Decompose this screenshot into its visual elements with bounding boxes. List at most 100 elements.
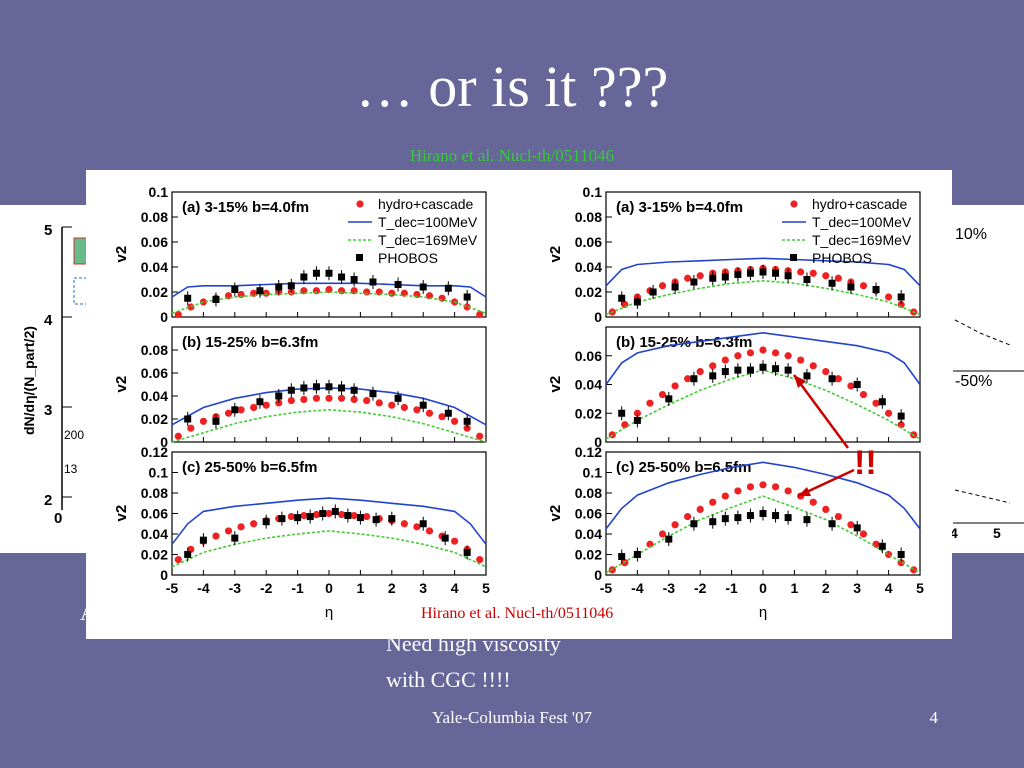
legend-label: T_dec=100MeV xyxy=(378,214,478,230)
data-point-hydro-cascade xyxy=(809,269,817,277)
data-point-hydro-cascade xyxy=(658,530,667,538)
bg-xtick: 0 xyxy=(54,510,62,527)
data-point-phobos xyxy=(633,551,641,558)
x-tick-label: 5 xyxy=(482,580,490,596)
y-tick-label: 0.04 xyxy=(575,259,602,275)
left-fragment-text: A xyxy=(80,600,96,625)
data-point-phobos xyxy=(803,516,811,524)
data-point-phobos xyxy=(897,293,905,301)
legend-marker-phobos xyxy=(356,254,363,261)
data-point-hydro-cascade xyxy=(262,401,270,409)
legend-marker-hydro xyxy=(790,200,798,208)
legend-label: T_dec=169MeV xyxy=(812,232,912,248)
series-line-tdec169 xyxy=(171,530,487,568)
y-tick-label: 0.08 xyxy=(141,485,168,501)
data-point-phobos xyxy=(803,372,811,380)
data-point-hydro-cascade xyxy=(784,352,792,360)
v2-figure: 0 0.02 0.04 0.06 0.08 0.1 v2 (a) 3-15% b=4.0fm h… xyxy=(113,184,924,621)
data-point-phobos xyxy=(212,417,220,425)
data-point-phobos xyxy=(772,512,780,520)
data-point-hydro-cascade xyxy=(834,274,842,282)
data-point-phobos xyxy=(784,272,792,280)
data-point-phobos xyxy=(671,283,679,291)
y-tick-label: 0.12 xyxy=(575,444,602,460)
data-point-hydro-cascade xyxy=(872,399,880,407)
data-point-phobos xyxy=(275,283,283,291)
series-line-tdec169 xyxy=(605,495,921,574)
y-tick-label: 0.02 xyxy=(141,547,168,563)
data-point-hydro-cascade xyxy=(224,527,233,535)
data-point-hydro-cascade xyxy=(237,406,245,414)
data-point-hydro-cascade xyxy=(621,421,629,429)
data-point-phobos xyxy=(618,409,626,417)
bg-right-label: 10% xyxy=(955,226,987,243)
data-point-hydro-cascade xyxy=(822,367,830,376)
data-point-phobos xyxy=(734,271,742,278)
data-point-phobos xyxy=(394,281,402,288)
data-point-phobos xyxy=(897,412,905,420)
bullet-line-2: with CGC !!!! xyxy=(386,667,511,692)
data-point-phobos xyxy=(828,375,836,383)
x-tick-label: -2 xyxy=(260,580,273,596)
x-tick-label: -1 xyxy=(291,580,304,596)
data-point-hydro-cascade xyxy=(721,356,729,364)
citation-bottom: Hirano et al. Nucl-th/0511046 xyxy=(421,605,614,622)
data-point-hydro-cascade xyxy=(312,394,321,402)
data-point-phobos xyxy=(444,284,452,292)
data-point-hydro-cascade xyxy=(847,521,855,529)
data-point-hydro-cascade xyxy=(363,512,371,521)
chart-legend: hydro+cascade T_dec=100MeV T_dec=169MeV PHO… xyxy=(782,196,912,266)
data-point-hydro-cascade xyxy=(212,532,220,540)
y-tick-label: 0.06 xyxy=(141,365,168,381)
y-axis-label: v2 xyxy=(113,246,130,263)
data-point-phobos xyxy=(388,515,396,523)
x-tick-label: 1 xyxy=(357,580,365,596)
bg-right-label: -50% xyxy=(955,373,992,390)
y-tick-label: 0.06 xyxy=(575,234,602,250)
data-point-hydro-cascade xyxy=(721,492,729,500)
bg-stray-label: 200 xyxy=(64,428,84,442)
data-point-hydro-cascade xyxy=(684,375,692,383)
data-point-phobos xyxy=(287,282,295,290)
data-point-phobos xyxy=(828,279,836,287)
data-point-phobos xyxy=(633,416,641,424)
data-point-hydro-cascade xyxy=(400,403,408,412)
data-point-hydro-cascade xyxy=(350,395,358,404)
page-number: 4 xyxy=(929,708,939,727)
x-axis-label: η xyxy=(759,604,767,621)
data-point-phobos xyxy=(847,283,855,291)
y-axis-label: v2 xyxy=(113,376,130,393)
data-point-hydro-cascade xyxy=(784,487,792,495)
data-point-hydro-cascade xyxy=(425,527,434,535)
legend-label: hydro+cascade xyxy=(378,196,474,212)
data-point-phobos xyxy=(312,269,320,277)
bg-right-xtick: 5 xyxy=(993,525,1001,541)
data-point-phobos xyxy=(784,366,792,374)
x-tick-label: 0 xyxy=(325,580,333,596)
data-point-phobos xyxy=(759,268,767,276)
data-point-phobos xyxy=(419,401,427,409)
data-point-hydro-cascade xyxy=(822,272,830,280)
data-point-phobos xyxy=(746,269,754,277)
data-point-phobos xyxy=(721,515,729,523)
data-point-phobos xyxy=(369,278,377,286)
data-point-hydro-cascade xyxy=(438,413,446,421)
data-point-phobos xyxy=(463,548,471,556)
data-point-hydro-cascade xyxy=(250,520,258,528)
data-point-phobos xyxy=(721,273,729,281)
x-tick-label: 4 xyxy=(451,580,459,596)
data-point-phobos xyxy=(772,365,780,373)
data-point-phobos xyxy=(344,512,352,520)
data-point-hydro-cascade xyxy=(646,540,654,548)
data-point-phobos xyxy=(275,392,283,400)
data-point-phobos xyxy=(709,518,717,526)
x-tick-label: -5 xyxy=(166,580,179,596)
data-point-phobos xyxy=(300,273,308,281)
chart-panel-left-c: 0 0.02 0.04 0.06 0.08 0.1 0.12 -5 -4 -3 -2 -1 0 1 2 3 4 5… xyxy=(113,444,490,621)
annotation-arrowhead xyxy=(798,487,811,496)
y-tick-label: 0.06 xyxy=(141,506,168,522)
data-point-hydro-cascade xyxy=(287,512,295,521)
data-point-phobos xyxy=(231,406,239,414)
x-tick-label: -5 xyxy=(600,580,613,596)
panel-label: (a) 3-15% b=4.0fm xyxy=(616,199,743,216)
